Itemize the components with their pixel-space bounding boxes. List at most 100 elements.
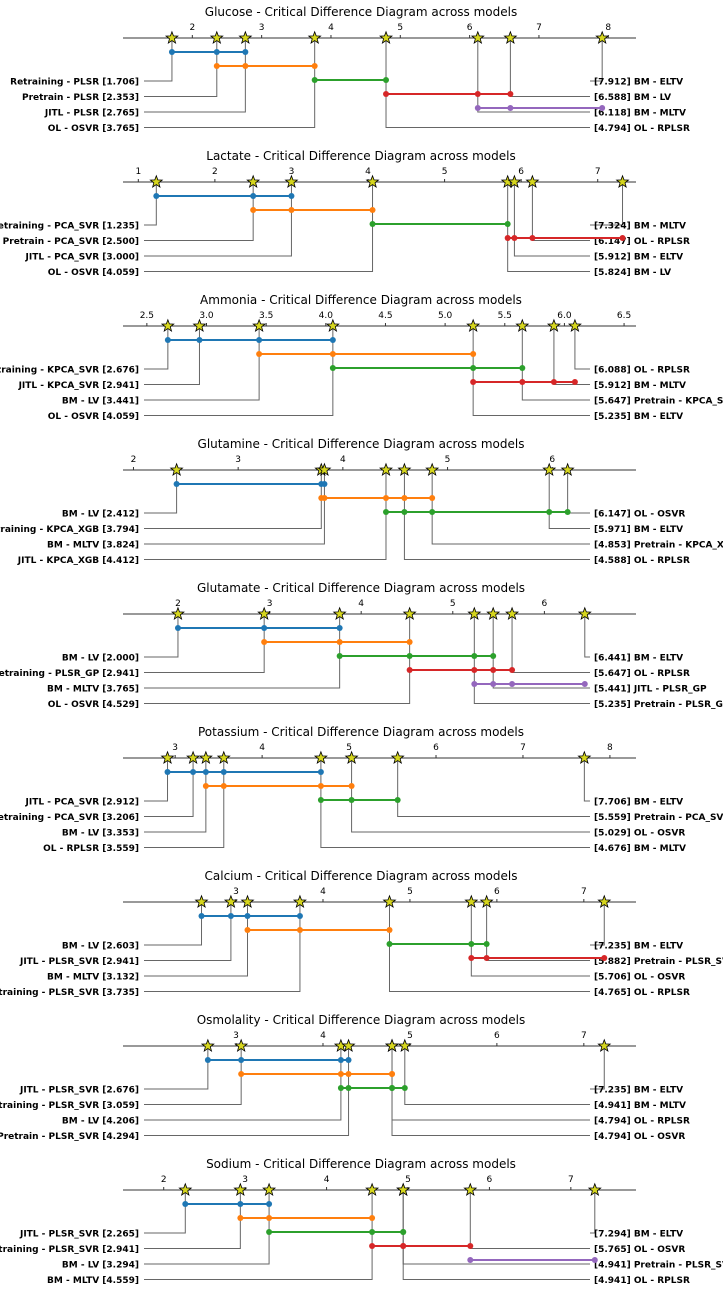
- tick-label: 4.0: [319, 311, 334, 321]
- tick-label: 3.0: [199, 311, 214, 321]
- rank-star-marker: [505, 606, 520, 620]
- rank-guide-line: [548, 470, 590, 529]
- clique-member-dot: [382, 509, 389, 515]
- model-label: [5.912] BM - MLTV: [594, 381, 686, 391]
- clique-member-dot: [483, 941, 490, 947]
- tick-label: 3: [235, 455, 241, 465]
- model-label: [5.912] BM - ELTV: [594, 253, 683, 263]
- rank-star-marker: [257, 606, 272, 620]
- model-label: Pretrain - PCA_SVR [2.500]: [3, 237, 139, 247]
- tick-label: 5.5: [498, 311, 512, 321]
- rank-guide-line: [144, 758, 207, 833]
- clique-member-dot: [256, 351, 263, 357]
- model-label: [7.706] BM - ELTV: [594, 798, 683, 808]
- tick-label: 3.5: [259, 311, 273, 321]
- rank-star-marker: [507, 174, 522, 188]
- tick-label: 2: [131, 455, 137, 465]
- tick-label: 5: [346, 743, 352, 753]
- clique-member-dot: [348, 797, 355, 803]
- rank-star-marker: [402, 606, 417, 620]
- model-label: BM - LV [4.206]: [62, 1117, 139, 1127]
- clique-member-dot: [336, 639, 343, 645]
- rank-star-marker: [209, 30, 224, 44]
- clique-member-dot: [227, 913, 234, 919]
- rank-guide-line: [574, 326, 590, 370]
- rank-star-marker: [397, 462, 412, 476]
- model-label: BM - MLTV [3.824]: [47, 541, 139, 551]
- tick-label: 5.0: [438, 311, 453, 321]
- clique-member-dot: [400, 1243, 407, 1249]
- chart-title: Osmolality - Critical Difference Diagram…: [197, 1013, 526, 1027]
- clique-member-dot: [337, 1085, 344, 1091]
- rank-guide-line: [144, 182, 157, 226]
- clique-member-dot: [383, 91, 390, 97]
- clique-member-dot: [550, 379, 557, 385]
- clique-member-dot: [164, 769, 171, 775]
- clique-member-dot: [468, 941, 475, 947]
- clique-member-dot: [470, 351, 477, 357]
- clique-member-dot: [337, 1071, 344, 1077]
- rank-guide-line: [144, 182, 292, 257]
- model-label: BM - LV [2.412]: [62, 510, 139, 520]
- clique-member-dot: [504, 235, 511, 241]
- tick-label: 7: [536, 23, 542, 33]
- clique-member-dot: [238, 1071, 245, 1077]
- tick-label: 6.5: [617, 311, 631, 321]
- model-label: BM - LV [3.441]: [62, 397, 139, 407]
- rank-guide-line: [144, 1190, 270, 1265]
- tick-label: 3: [172, 743, 178, 753]
- model-label: [5.235] BM - ELTV: [594, 412, 683, 422]
- rank-star-marker: [560, 462, 575, 476]
- rank-guide-line: [144, 1046, 209, 1090]
- tick-label: 8: [607, 743, 613, 753]
- clique-member-dot: [329, 351, 336, 357]
- model-label: [4.794] OL - OSVR: [594, 1132, 685, 1142]
- model-label: Retraining - PCA_SVR [3.206]: [0, 813, 139, 823]
- rank-star-marker: [542, 462, 557, 476]
- clique-member-dot: [389, 1085, 396, 1091]
- clique-member-dot: [529, 235, 536, 241]
- rank-star-marker: [160, 750, 175, 764]
- model-label: [5.882] Pretrain - PLSR_SVR: [594, 957, 723, 967]
- rank-star-marker: [595, 30, 610, 44]
- clique-member-dot: [511, 235, 518, 241]
- model-label: [4.794] OL - RPLSR: [594, 1117, 690, 1127]
- rank-guide-line: [492, 614, 590, 689]
- clique-member-dot: [400, 1229, 407, 1235]
- tick-label: 2: [212, 167, 218, 177]
- chart-title: Glutamine - Critical Difference Diagram …: [198, 437, 525, 451]
- chart-title: Lactate - Critical Difference Diagram ac…: [206, 149, 515, 163]
- rank-star-marker: [332, 606, 347, 620]
- rank-guide-line: [470, 902, 590, 977]
- clique-member-dot: [213, 63, 220, 69]
- rank-guide-line: [144, 182, 254, 241]
- rank-guide-line: [144, 470, 322, 529]
- model-label: Retraining - KPCA_SVR [2.676]: [0, 366, 139, 376]
- clique-member-dot: [470, 379, 477, 385]
- tick-label: 6: [494, 887, 500, 897]
- model-label: [4.676] BM - MLTV: [594, 844, 686, 854]
- rank-guide-line: [144, 614, 265, 673]
- clique-member-dot: [196, 337, 203, 343]
- clique-member-dot: [519, 379, 526, 385]
- clique-member-dot: [261, 625, 268, 631]
- tick-label: 5: [407, 887, 413, 897]
- clique-member-dot: [250, 207, 257, 213]
- rank-star-marker: [479, 894, 494, 908]
- rank-star-marker: [597, 894, 612, 908]
- rank-guide-line: [144, 326, 260, 401]
- clique-member-dot: [507, 105, 514, 111]
- clique-member-dot: [242, 63, 249, 69]
- clique-member-dot: [467, 1257, 474, 1263]
- tick-label: 7: [581, 887, 587, 897]
- model-label: Pretrain - PLSR_SVR [4.294]: [0, 1132, 139, 1142]
- rank-guide-line: [144, 38, 218, 97]
- model-label: [6.588] BM - LV: [594, 93, 671, 103]
- rank-guide-line: [144, 1190, 241, 1249]
- tick-label: 7: [581, 1031, 587, 1041]
- rank-guide-line: [144, 38, 246, 113]
- model-label: [5.647] Pretrain - KPCA_SVR: [594, 397, 723, 407]
- tick-label: 3: [233, 887, 239, 897]
- model-label: Retraining - PLSR [1.706]: [10, 78, 139, 88]
- clique-member-dot: [546, 509, 553, 515]
